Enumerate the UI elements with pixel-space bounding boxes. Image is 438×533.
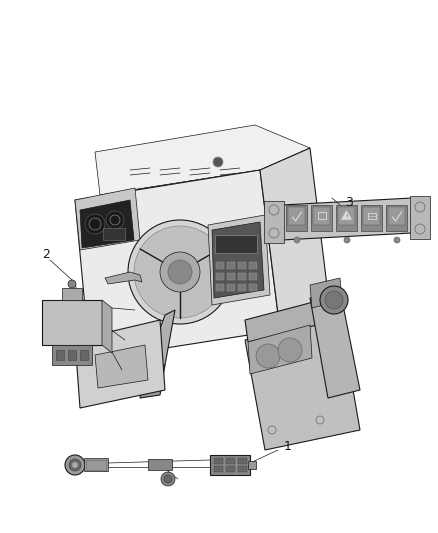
Bar	[216, 273, 224, 280]
Bar	[367, 213, 375, 219]
Polygon shape	[148, 459, 172, 470]
Text: 3: 3	[345, 196, 353, 208]
Bar	[216, 262, 224, 269]
Bar	[238, 273, 246, 280]
Circle shape	[256, 344, 280, 368]
Polygon shape	[310, 290, 360, 398]
Polygon shape	[100, 170, 265, 235]
Bar	[311, 205, 332, 231]
Bar	[238, 262, 246, 269]
Polygon shape	[95, 345, 148, 388]
Circle shape	[320, 286, 348, 314]
Polygon shape	[84, 458, 108, 471]
Bar	[248, 461, 256, 469]
Polygon shape	[95, 125, 310, 195]
Bar	[386, 205, 407, 231]
Circle shape	[65, 455, 85, 475]
Polygon shape	[80, 200, 134, 248]
Polygon shape	[212, 222, 264, 298]
Bar	[286, 205, 307, 231]
Bar	[336, 205, 357, 231]
Text: 2: 2	[42, 248, 50, 262]
Circle shape	[72, 462, 78, 468]
Circle shape	[160, 252, 200, 292]
Circle shape	[164, 475, 172, 483]
Circle shape	[106, 211, 124, 229]
Bar	[388, 207, 405, 225]
Text: 1: 1	[284, 440, 292, 454]
Bar	[226, 458, 235, 464]
Circle shape	[134, 226, 226, 318]
Bar	[103, 228, 125, 240]
Circle shape	[161, 472, 175, 486]
Polygon shape	[52, 345, 92, 365]
Polygon shape	[245, 315, 360, 450]
Bar	[227, 284, 235, 291]
Text: !: !	[346, 214, 348, 220]
Bar	[288, 207, 305, 225]
Bar	[313, 207, 330, 225]
Circle shape	[344, 237, 350, 243]
Circle shape	[278, 338, 302, 362]
Polygon shape	[62, 288, 82, 300]
Bar	[338, 207, 355, 225]
Bar	[68, 350, 76, 360]
Bar	[318, 212, 325, 219]
Bar	[56, 350, 64, 360]
Circle shape	[325, 291, 343, 309]
Polygon shape	[102, 300, 112, 353]
Polygon shape	[75, 320, 165, 408]
Circle shape	[68, 280, 76, 288]
Bar	[363, 207, 380, 225]
Circle shape	[69, 459, 81, 471]
Polygon shape	[75, 170, 280, 360]
Polygon shape	[75, 188, 140, 250]
Bar	[238, 458, 247, 464]
Bar	[86, 460, 106, 470]
Bar	[249, 273, 257, 280]
Polygon shape	[264, 201, 284, 243]
Bar	[214, 466, 223, 472]
Bar	[214, 458, 223, 464]
Bar	[227, 273, 235, 280]
Bar	[249, 262, 257, 269]
Circle shape	[213, 157, 223, 167]
Circle shape	[294, 237, 300, 243]
Polygon shape	[208, 215, 270, 305]
Polygon shape	[340, 210, 353, 220]
Polygon shape	[260, 148, 330, 330]
Bar	[361, 205, 382, 231]
Polygon shape	[282, 198, 412, 240]
Bar	[80, 350, 88, 360]
Bar	[249, 284, 257, 291]
Circle shape	[168, 260, 192, 284]
Polygon shape	[140, 365, 165, 398]
Polygon shape	[105, 272, 142, 284]
Bar	[226, 466, 235, 472]
Circle shape	[128, 220, 232, 324]
Bar	[227, 262, 235, 269]
Bar	[216, 284, 224, 291]
Bar	[238, 284, 246, 291]
Polygon shape	[310, 278, 342, 308]
Bar	[215, 235, 257, 253]
Circle shape	[394, 237, 400, 243]
Polygon shape	[248, 325, 312, 374]
Polygon shape	[42, 300, 102, 345]
Polygon shape	[145, 310, 175, 370]
Polygon shape	[245, 295, 345, 342]
Circle shape	[85, 214, 105, 234]
Polygon shape	[410, 196, 430, 239]
Polygon shape	[210, 455, 250, 475]
Bar	[238, 466, 247, 472]
